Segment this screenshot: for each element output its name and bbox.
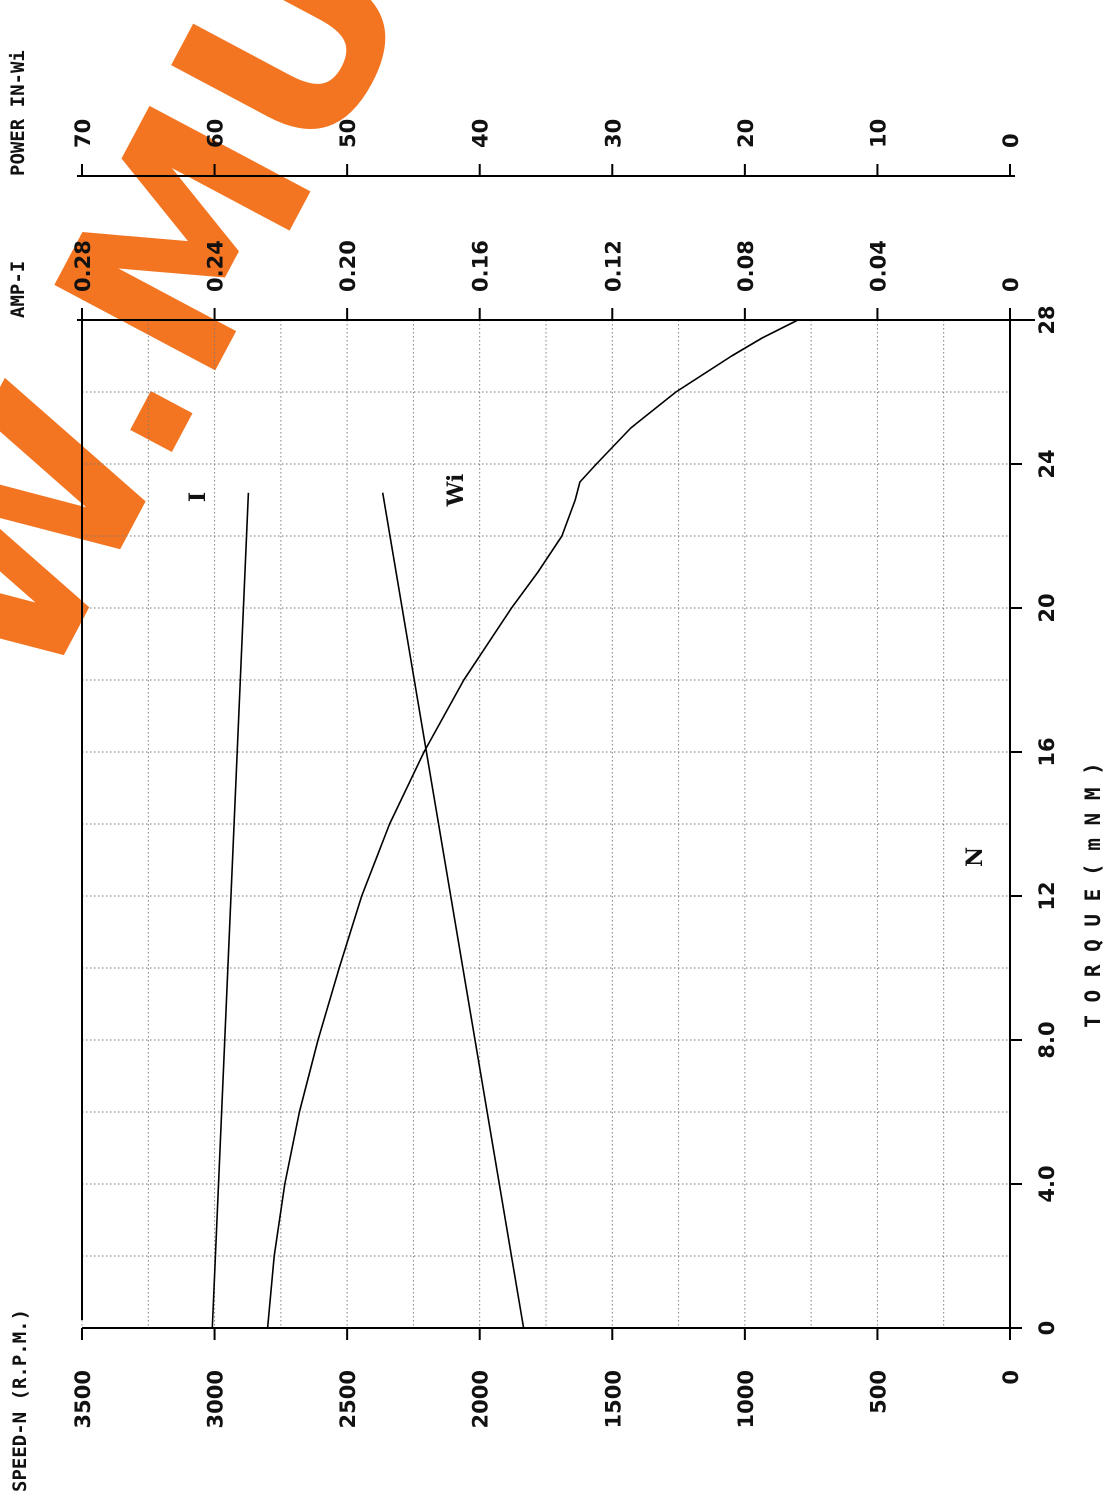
torque-tick-label: 12 — [1035, 881, 1059, 910]
curve-label-i: I — [185, 492, 211, 502]
amp-tick-label: 0 — [999, 277, 1023, 292]
speed-tick-label: 500 — [866, 1370, 890, 1414]
speed-tick-label: 0 — [999, 1370, 1023, 1385]
speed-tick-label: 2000 — [469, 1370, 493, 1428]
power-tick-label: 10 — [866, 119, 890, 148]
amp-tick-label: 0.28 — [71, 240, 95, 292]
power-axis-title: POWER IN-Wi — [7, 50, 29, 176]
power-tick-label: 20 — [734, 119, 758, 148]
amp-tick-label: 0.12 — [601, 240, 625, 292]
axis-labels: T O R Q U E ( m N M ) SPEED-N (R.P.M.) A… — [7, 50, 1105, 1492]
series-n-curve — [266, 319, 799, 1329]
watermark: W.MUGUE — [0, 0, 740, 728]
amp-tick-label: 0.08 — [734, 240, 758, 292]
torque-tick-label: 24 — [1035, 449, 1059, 478]
amp-tick-label: 0.20 — [336, 240, 360, 292]
series-wi-curve — [381, 492, 525, 1329]
speed-tick-label: 1000 — [734, 1370, 758, 1428]
series-i-curve — [211, 492, 250, 1329]
torque-tick-label: 20 — [1035, 593, 1059, 622]
amp-axis-title: AMP-I — [7, 261, 29, 318]
torque-tick-label: 28 — [1035, 305, 1059, 334]
amp-tick-label: 0.16 — [469, 240, 493, 292]
speed-tick-label: 2500 — [336, 1370, 360, 1428]
torque-tick-label: 16 — [1035, 737, 1059, 766]
power-tick-label: 60 — [204, 119, 228, 148]
speed-tick-label: 3500 — [71, 1370, 95, 1428]
curves: N I Wi — [185, 319, 988, 1329]
curve-label-wi: Wi — [443, 474, 469, 508]
power-tick-label: 40 — [469, 119, 493, 148]
power-tick-label: 70 — [71, 119, 95, 148]
power-tick-label: 50 — [336, 119, 360, 148]
power-tick-label: 0 — [999, 133, 1023, 148]
torque-tick-label: 8.0 — [1035, 1021, 1059, 1058]
watermark-text: W.MUGUE — [0, 0, 740, 728]
curve-label-n: N — [962, 847, 988, 867]
amp-tick-label: 0.24 — [204, 240, 228, 292]
power-tick-label: 30 — [601, 119, 625, 148]
speed-axis-title: SPEED-N (R.P.M.) — [9, 1309, 31, 1492]
speed-tick-label: 3000 — [204, 1370, 228, 1428]
torque-tick-label: 4.0 — [1035, 1165, 1059, 1202]
speed-tick-label: 1500 — [601, 1370, 625, 1428]
x-axis-title: T O R Q U E ( m N M ) — [1081, 762, 1105, 1028]
axes: 050010001500200025003000350004.08.012162… — [71, 119, 1059, 1429]
torque-tick-label: 0 — [1035, 1321, 1059, 1336]
amp-tick-label: 0.04 — [866, 240, 890, 292]
